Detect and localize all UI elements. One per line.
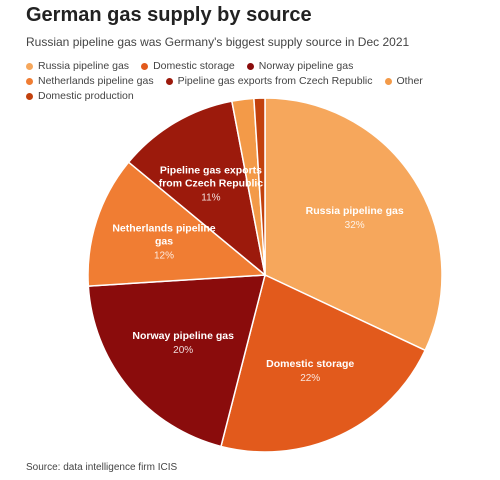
slice-value: 12% — [153, 250, 174, 262]
legend-item: Pipeline gas exports from Czech Republic — [165, 75, 373, 87]
pie-slice — [87, 161, 267, 287]
legend-item: Russia pipeline gas — [26, 60, 129, 72]
source-note: Source: data intelligence firm ICIS — [26, 462, 178, 473]
slice-name: Netherlands pipeline gas — [112, 222, 216, 248]
legend-item: Domestic production — [26, 90, 134, 102]
slice-name: Norway pipeline gas — [132, 329, 234, 342]
legend-marker — [384, 77, 392, 85]
slice-value: 22% — [300, 373, 321, 385]
legend-marker — [26, 92, 33, 100]
legend-item: Domestic storage — [141, 60, 235, 72]
legend-marker — [165, 77, 173, 85]
legend-label: Netherlands pipeline gas — [38, 75, 154, 87]
legend-label: Domestic production — [38, 90, 134, 102]
pie-slice — [253, 97, 266, 276]
legend-label: Norway pipeline gas — [258, 60, 354, 72]
pie-slice — [127, 100, 267, 277]
slice-label: Russia pipeline gas 32% — [300, 205, 410, 231]
legend-label: Other — [396, 75, 423, 87]
slice-label: Domestic storage 22% — [255, 358, 365, 384]
legend-label: Russia pipeline gas — [38, 60, 130, 72]
slice-value: 32% — [344, 220, 365, 232]
chart-subtitle: Russian pipeline gas was Germany's bigge… — [26, 35, 410, 49]
legend-marker — [26, 77, 33, 85]
legend-marker — [246, 62, 254, 70]
legend-marker — [26, 62, 33, 70]
legend-label: Domestic storage — [153, 60, 235, 72]
slice-name: Pipeline gas exports from Czech Republic — [158, 164, 264, 190]
slice-value: 20% — [173, 344, 194, 356]
slice-value: 11% — [201, 192, 221, 204]
legend-marker — [141, 62, 149, 70]
pie-slice — [220, 273, 427, 453]
legend-label: Pipeline gas exports from Czech Republic — [177, 75, 373, 87]
pie-slice — [87, 274, 266, 448]
slice-label: Pipeline gas exports from Czech Republic… — [156, 164, 266, 203]
legend-item: Other — [384, 75, 423, 87]
slice-label: Netherlands pipeline gas 12% — [109, 223, 219, 262]
slice-label: Norway pipeline gas 20% — [128, 330, 238, 356]
slice-name: Domestic storage — [266, 358, 355, 371]
legend-item: Netherlands pipeline gas — [26, 75, 154, 87]
slice-name: Russia pipeline gas — [305, 205, 404, 218]
legend-item: Norway pipeline gas — [246, 60, 354, 72]
chart-title: German gas supply by source — [26, 4, 312, 26]
pie-slice — [264, 97, 443, 352]
legend: Russia pipeline gas Domestic storage Norwa… — [26, 60, 486, 102]
